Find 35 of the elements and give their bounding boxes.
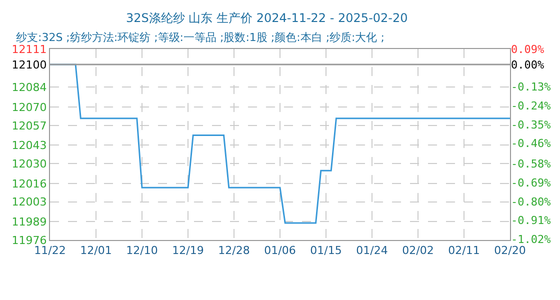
y2-tick-label: -0.46% [511,137,552,150]
x-tick-label: 01/06 [264,244,296,258]
x-tick-label: 01/15 [310,244,342,258]
x-tick-label: 12/01 [80,244,112,258]
x-tick-label: 12/19 [172,244,204,258]
y-tick-label: 11989 [12,215,47,228]
x-tick-label: 11/22 [34,244,66,258]
y2-tick-label: -0.58% [511,158,552,171]
y-tick-label: 12003 [12,196,47,209]
y-tick-label: 12043 [12,139,47,152]
x-tick-label: 02/20 [494,244,526,258]
y2-tick-label: -0.80% [511,195,552,208]
y2-tick-label: 0.00% [511,58,544,72]
y2-tick-label: -0.91% [511,214,552,228]
y2-tick-label: -0.35% [511,118,552,132]
y-tick-label: 12111 [12,42,47,56]
y-tick-label: 12070 [12,100,47,114]
y-tick-label: 12057 [12,119,47,132]
x-tick-label: 12/10 [126,244,158,258]
y-tick-label: 12084 [12,81,47,94]
x-tick-label: 02/11 [448,244,480,258]
x-tick-label: 02/02 [402,244,434,258]
y-tick-label: 12100 [12,58,47,72]
y2-tick-label: -0.69% [511,176,552,190]
x-tick-label: 12/28 [218,244,250,258]
y-tick-label: 12016 [12,177,47,190]
x-tick-label: 01/24 [356,244,388,258]
chart-subtitle: 纱支:32S ;纺纱方法:环锭纺 ;等级:一等品 ;股数:1股 ;颜色:本白 ;纱质:大化 ; [16,31,384,44]
y2-tick-label: -0.13% [511,80,552,94]
y-tick-label: 11976 [12,234,47,247]
y2-tick-label: -0.24% [511,100,552,112]
y2-tick-label: 0.09% [511,43,544,56]
chart-title: 32S涤纶纱 山东 生产价 2024-11-22 - 2025-02-20 [126,11,408,25]
y2-tick-label: -1.02% [511,232,552,246]
y-tick-label: 12030 [12,157,47,170]
